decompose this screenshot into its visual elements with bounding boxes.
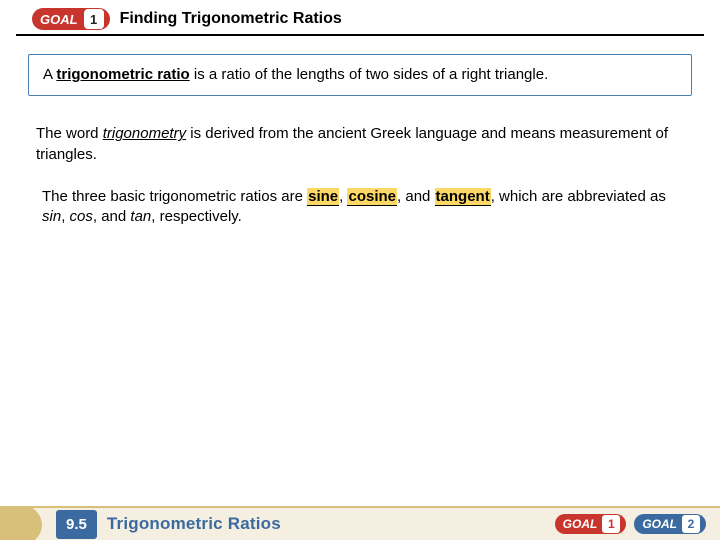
page-footer: 9.5 Trigonometric Ratios GOAL 1 GOAL 2 [0, 506, 720, 540]
ratios-end: , respectively. [151, 208, 242, 225]
goal-2-number: 2 [682, 515, 700, 533]
section-badge: 9.5 Trigonometric Ratios [56, 508, 281, 540]
page-header: GOAL 1 Finding Trigonometric Ratios [16, 0, 704, 36]
section-title: Trigonometric Ratios [107, 514, 281, 534]
paragraph-etymology: The word trigonometry is derived from th… [28, 124, 692, 165]
footer-swoosh [0, 508, 56, 540]
definition-term: trigonometric ratio [56, 66, 189, 83]
abbr-tan: tan [130, 208, 151, 225]
highlight-sine: sine [307, 188, 339, 206]
definition-post: is a ratio of the lengths of two sides o… [190, 66, 549, 83]
abbr-sin: sin [42, 208, 61, 225]
c2: , and [93, 208, 131, 225]
goal-buttons: GOAL 1 GOAL 2 [555, 508, 720, 540]
goal-1-label: GOAL [563, 517, 598, 531]
ratios-mid: , which are abbreviated as [491, 188, 666, 205]
highlight-tangent: tangent [435, 188, 491, 206]
goal-2-button[interactable]: GOAL 2 [634, 514, 706, 534]
goal-badge: GOAL 1 [32, 8, 110, 30]
etym-italic: trigonometry [103, 125, 186, 142]
goal-2-label: GOAL [642, 517, 677, 531]
footer-spacer [281, 508, 555, 540]
goal-1-number: 1 [602, 515, 620, 533]
c1: , [61, 208, 69, 225]
ratios-pre: The three basic trigonometric ratios are [42, 188, 307, 205]
sep2: , and [397, 188, 435, 205]
paragraph-ratios: The three basic trigonometric ratios are… [28, 187, 692, 228]
definition-pre: A [43, 66, 56, 83]
section-number: 9.5 [56, 510, 97, 539]
abbr-cos: cos [70, 208, 93, 225]
definition-box: A trigonometric ratio is a ratio of the … [28, 54, 692, 96]
goal-badge-number: 1 [84, 9, 104, 29]
goal-badge-label: GOAL [40, 12, 78, 27]
content-area: A trigonometric ratio is a ratio of the … [0, 36, 720, 227]
etym-pre: The word [36, 125, 103, 142]
goal-1-button[interactable]: GOAL 1 [555, 514, 627, 534]
highlight-cosine: cosine [347, 188, 397, 206]
page-title: Finding Trigonometric Ratios [120, 10, 342, 28]
